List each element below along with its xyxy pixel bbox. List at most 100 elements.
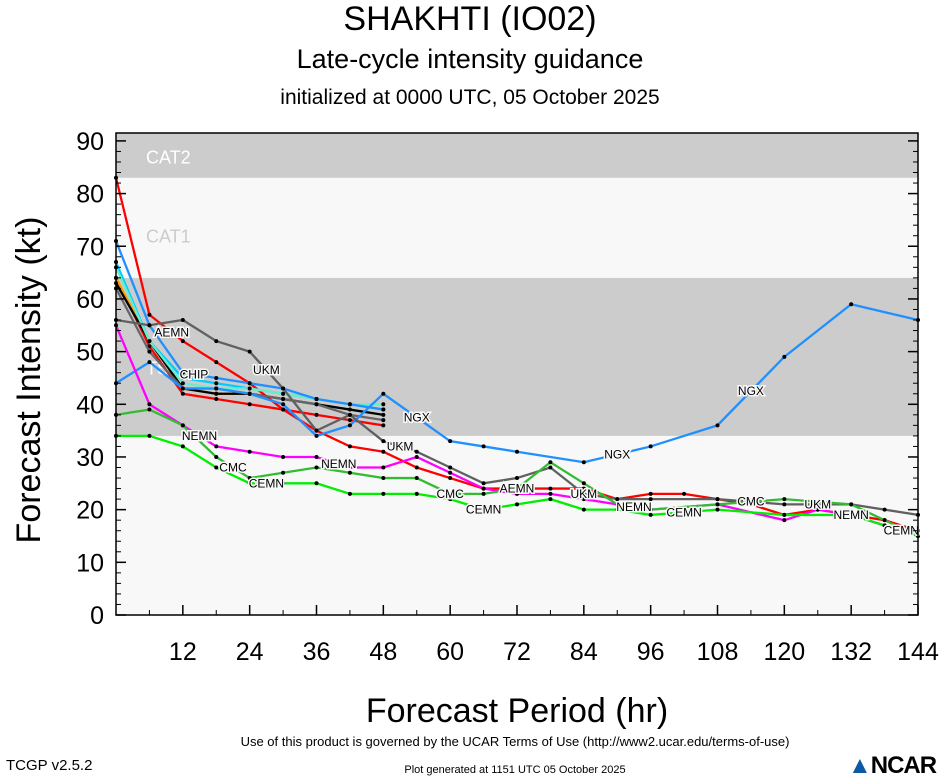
series-label-ukm: UKM <box>570 487 597 501</box>
terms-of-use: Use of this product is governed by the U… <box>240 734 790 749</box>
data-point <box>882 523 887 528</box>
x-tick-label: 108 <box>697 638 739 666</box>
series-label-cemn: CEMN <box>884 524 919 538</box>
data-point <box>448 470 453 475</box>
data-point <box>147 360 152 365</box>
data-point <box>648 497 653 502</box>
band-ts <box>116 277 918 436</box>
y-tick-label: 60 <box>76 286 104 314</box>
data-point <box>581 491 586 496</box>
series-nemn <box>114 323 920 533</box>
data-point <box>882 507 887 512</box>
data-point <box>515 486 519 491</box>
data-point <box>381 391 386 396</box>
chart-subtitle: Late-cycle intensity guidance <box>296 44 644 74</box>
data-point <box>180 391 185 396</box>
band-cat1 <box>116 177 918 278</box>
data-point <box>247 349 252 354</box>
data-point <box>347 407 352 412</box>
data-point <box>548 491 553 496</box>
x-tick-label: 72 <box>503 638 531 666</box>
data-point <box>581 460 586 465</box>
data-point <box>314 454 319 459</box>
data-point <box>214 386 219 391</box>
x-tick-label: 96 <box>637 638 665 666</box>
series-label-cmc: CMC <box>737 495 765 509</box>
ncar-logo-text: NCAR <box>870 752 937 779</box>
data-point <box>782 502 787 507</box>
data-point <box>648 512 653 517</box>
data-point <box>381 449 386 454</box>
band-label-cat2: CAT2 <box>146 148 191 168</box>
x-tick-label: 36 <box>303 638 331 666</box>
data-point <box>314 481 319 486</box>
data-point <box>214 397 219 402</box>
plot-generated-time: Plot generated at 1151 UTC 05 October 20… <box>404 764 626 776</box>
initialization-time: initialized at 0000 UTC, 05 October 2025 <box>280 86 660 109</box>
data-point <box>247 391 252 396</box>
data-point <box>849 502 854 507</box>
data-point <box>715 507 720 512</box>
data-point <box>347 491 352 496</box>
data-point <box>548 497 553 502</box>
series-label-nemn: NEMN <box>616 500 651 514</box>
data-point <box>782 354 787 359</box>
data-point <box>214 444 219 449</box>
data-point <box>281 470 286 475</box>
data-point <box>481 491 486 496</box>
data-point <box>214 375 219 380</box>
data-point <box>247 402 252 407</box>
series-label-chip: CHIP <box>180 367 209 381</box>
data-point <box>281 481 286 486</box>
data-point <box>214 454 219 459</box>
version-label: TCGP v2.5.2 <box>6 757 93 774</box>
series-label-cemn: CEMN <box>666 505 701 519</box>
data-point <box>414 491 419 496</box>
data-point <box>849 302 854 307</box>
data-point <box>147 323 152 328</box>
y-tick-label: 80 <box>76 181 104 209</box>
data-point <box>882 518 887 523</box>
series-label-cmc: CMC <box>437 487 465 501</box>
data-point <box>682 491 687 496</box>
series-line <box>116 434 919 538</box>
series-label-nemn: NEMN <box>833 508 868 522</box>
series-label-ukm: UKM <box>804 497 831 511</box>
data-point <box>782 518 787 523</box>
data-point <box>515 449 519 454</box>
data-point <box>481 444 486 449</box>
x-tick-label: 24 <box>236 638 264 666</box>
data-point <box>381 402 386 407</box>
data-point <box>548 486 553 491</box>
data-point <box>414 476 419 481</box>
data-point <box>581 486 586 491</box>
data-point <box>281 402 286 407</box>
y-axis-label: Forecast Intensity (kt) <box>10 217 48 544</box>
data-point <box>782 512 787 517</box>
y-tick-label: 50 <box>76 339 104 367</box>
data-point <box>648 444 653 449</box>
data-point <box>180 339 185 344</box>
data-point <box>782 497 787 502</box>
data-point <box>515 502 519 507</box>
data-point <box>314 433 319 438</box>
data-point <box>147 339 152 344</box>
data-point <box>281 407 286 412</box>
data-point <box>448 465 453 470</box>
data-point <box>347 465 352 470</box>
data-point <box>715 497 720 502</box>
y-tick-label: 20 <box>76 497 104 525</box>
data-point <box>347 402 352 407</box>
data-point <box>515 491 519 496</box>
series-label-cemn: CEMN <box>249 476 284 490</box>
data-point <box>247 386 252 391</box>
data-point <box>381 476 386 481</box>
data-point <box>715 423 720 428</box>
data-point <box>247 476 252 481</box>
y-tick-label: 30 <box>76 444 104 472</box>
data-point <box>214 391 219 396</box>
data-point <box>481 481 486 486</box>
data-point <box>381 418 386 423</box>
data-point <box>180 423 185 428</box>
